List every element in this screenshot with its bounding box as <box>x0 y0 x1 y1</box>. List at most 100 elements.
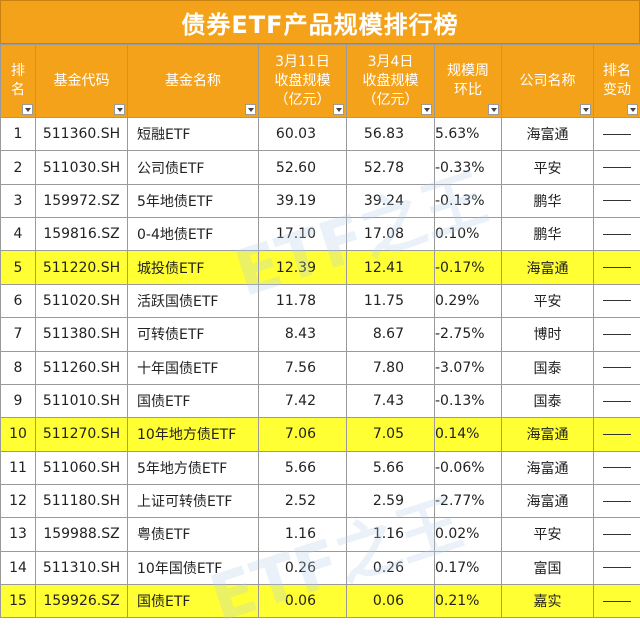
cell-cur: 5.66 <box>259 451 347 484</box>
filter-dropdown-icon[interactable] <box>114 104 125 115</box>
cell-cur: 12.39 <box>259 251 347 284</box>
cell-code: 159926.SZ <box>36 585 128 618</box>
no-change-dash <box>603 267 631 268</box>
cell-chg: 0.21% <box>435 585 502 618</box>
cell-company: 海富通 <box>502 251 594 284</box>
column-header-chg: 规模周 环比 <box>435 45 502 118</box>
cell-name: 5年地方债ETF <box>128 451 259 484</box>
cell-cur: 0.06 <box>259 585 347 618</box>
cell-name: 十年国债ETF <box>128 351 259 384</box>
cell-move <box>594 218 640 251</box>
filter-dropdown-icon[interactable] <box>421 104 432 115</box>
cell-move <box>594 351 640 384</box>
no-change-dash <box>603 300 631 301</box>
cell-move <box>594 451 640 484</box>
cell-prev: 17.08 <box>347 218 435 251</box>
cell-rank: 8 <box>1 351 36 384</box>
cell-chg: -0.33% <box>435 151 502 184</box>
cell-name: 上证可转债ETF <box>128 484 259 517</box>
cell-code: 511360.SH <box>36 118 128 151</box>
cell-prev: 7.05 <box>347 418 435 451</box>
no-change-dash <box>603 534 631 535</box>
filter-dropdown-icon[interactable] <box>22 104 33 115</box>
column-header-label: 3月11日 收盘规模 （亿元） <box>259 53 346 110</box>
cell-chg: -2.77% <box>435 484 502 517</box>
cell-code: 511220.SH <box>36 251 128 284</box>
column-header-label: 基金代码 <box>36 72 127 91</box>
cell-move <box>594 251 640 284</box>
cell-rank: 1 <box>1 118 36 151</box>
filter-dropdown-icon[interactable] <box>333 104 344 115</box>
cell-prev: 7.80 <box>347 351 435 384</box>
cell-name: 粤债ETF <box>128 518 259 551</box>
column-header-rank: 排 名 <box>1 45 36 118</box>
cell-rank: 13 <box>1 518 36 551</box>
filter-dropdown-icon[interactable] <box>488 104 499 115</box>
filter-dropdown-icon[interactable] <box>580 104 591 115</box>
cell-code: 511060.SH <box>36 451 128 484</box>
cell-rank: 6 <box>1 284 36 317</box>
cell-company: 海富通 <box>502 484 594 517</box>
cell-chg: 0.14% <box>435 418 502 451</box>
cell-company: 鹏华 <box>502 184 594 217</box>
cell-name: 10年国债ETF <box>128 551 259 584</box>
cell-chg: -3.07% <box>435 351 502 384</box>
cell-company: 嘉实 <box>502 585 594 618</box>
cell-rank: 4 <box>1 218 36 251</box>
cell-company: 富国 <box>502 551 594 584</box>
cell-cur: 39.19 <box>259 184 347 217</box>
cell-chg: -0.13% <box>435 184 502 217</box>
cell-company: 海富通 <box>502 418 594 451</box>
cell-code: 511380.SH <box>36 318 128 351</box>
cell-chg: -2.75% <box>435 318 502 351</box>
page-title: 债券ETF产品规模排行榜 <box>0 0 640 44</box>
cell-move <box>594 384 640 417</box>
cell-cur: 17.10 <box>259 218 347 251</box>
cell-move <box>594 518 640 551</box>
cell-cur: 7.06 <box>259 418 347 451</box>
column-header-label: 排 名 <box>1 62 35 100</box>
cell-chg: 0.02% <box>435 518 502 551</box>
cell-cur: 11.78 <box>259 284 347 317</box>
cell-cur: 2.52 <box>259 484 347 517</box>
cell-company: 平安 <box>502 151 594 184</box>
cell-rank: 9 <box>1 384 36 417</box>
cell-cur: 52.60 <box>259 151 347 184</box>
cell-move <box>594 484 640 517</box>
cell-company: 平安 <box>502 284 594 317</box>
cell-prev: 0.26 <box>347 551 435 584</box>
column-header-prev: 3月4日 收盘规模 （亿元） <box>347 45 435 118</box>
cell-name: 国债ETF <box>128 585 259 618</box>
cell-prev: 1.16 <box>347 518 435 551</box>
cell-rank: 3 <box>1 184 36 217</box>
column-header-label: 公司名称 <box>502 72 593 91</box>
cell-cur: 7.56 <box>259 351 347 384</box>
filter-dropdown-icon[interactable] <box>245 104 256 115</box>
column-header-label: 规模周 环比 <box>435 62 501 100</box>
cell-move <box>594 418 640 451</box>
cell-name: 0-4地债ETF <box>128 218 259 251</box>
cell-prev: 0.06 <box>347 585 435 618</box>
cell-name: 活跃国债ETF <box>128 284 259 317</box>
filter-dropdown-icon[interactable] <box>627 104 638 115</box>
cell-company: 海富通 <box>502 451 594 484</box>
cell-company: 国泰 <box>502 384 594 417</box>
cell-prev: 56.83 <box>347 118 435 151</box>
no-change-dash <box>603 567 631 568</box>
cell-code: 511030.SH <box>36 151 128 184</box>
cell-cur: 8.43 <box>259 318 347 351</box>
column-header-label: 3月4日 收盘规模 （亿元） <box>347 53 434 110</box>
no-change-dash <box>603 601 631 602</box>
no-change-dash <box>603 200 631 201</box>
cell-cur: 60.03 <box>259 118 347 151</box>
